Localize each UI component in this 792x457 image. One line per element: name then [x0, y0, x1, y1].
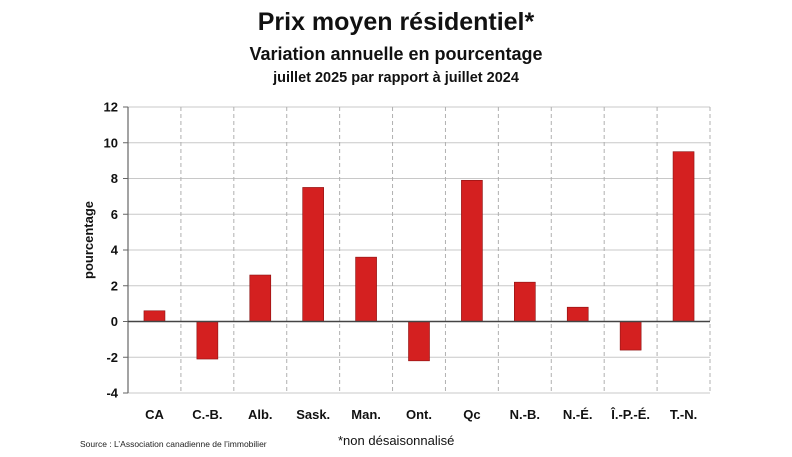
chart-title: Prix moyen résidentiel*: [257, 8, 535, 36]
x-tick-labels: CA C.-B. Alb. Sask. Man. Ont. Qc N.-B. N.-É. Î.-P…: [145, 407, 697, 422]
bar: [196, 321, 219, 360]
y-tick-label: 12: [104, 100, 118, 115]
bar: [619, 321, 642, 351]
y-tick-label: 8: [111, 171, 118, 186]
source-note: Source : L’Association canadienne de l’i…: [80, 439, 267, 449]
chart-subtitle: Variation annuelle en pourcentage: [249, 44, 543, 64]
chart-period: juillet 2025 par rapport à juillet 2024: [273, 70, 519, 86]
x-tick-label: Alb.: [248, 407, 273, 422]
y-tick-label: 2: [111, 278, 118, 293]
y-tick-label: -2: [106, 350, 118, 365]
x-tick-label: T.-N.: [670, 407, 697, 422]
y-tick-label: -4: [106, 386, 118, 401]
bar: [461, 179, 483, 322]
x-tick-label: Qc: [463, 407, 480, 422]
x-tick-label: N.-É.: [563, 407, 593, 422]
bar: [672, 151, 695, 322]
axes: [123, 106, 710, 394]
bar: [249, 274, 272, 322]
x-tick-label: N.-B.: [510, 407, 540, 422]
x-tick-label: Man.: [351, 407, 381, 422]
footnote: *non désaisonnalisé: [338, 433, 455, 448]
y-tick-label: 4: [111, 243, 119, 258]
bar: [355, 256, 377, 322]
y-axis-label: pourcentage: [81, 201, 96, 279]
x-tick-label: Î.-P.-É.: [610, 407, 650, 422]
y-tick-label: 10: [104, 135, 118, 150]
x-tick-label: CA: [145, 407, 164, 422]
y-tick-label: 6: [111, 207, 118, 222]
bars: [143, 151, 695, 362]
x-tick-label: Ont.: [406, 407, 432, 422]
bar: [514, 281, 536, 322]
bar: [566, 306, 589, 322]
bar: [143, 310, 166, 322]
x-tick-label: Sask.: [296, 407, 330, 422]
bar: [408, 321, 430, 362]
bar: [302, 187, 324, 322]
x-tick-label: C.-B.: [192, 407, 222, 422]
y-tick-labels: 12 10 8 6 4 2 0 -2 -4: [104, 100, 119, 401]
y-tick-label: 0: [111, 314, 118, 329]
